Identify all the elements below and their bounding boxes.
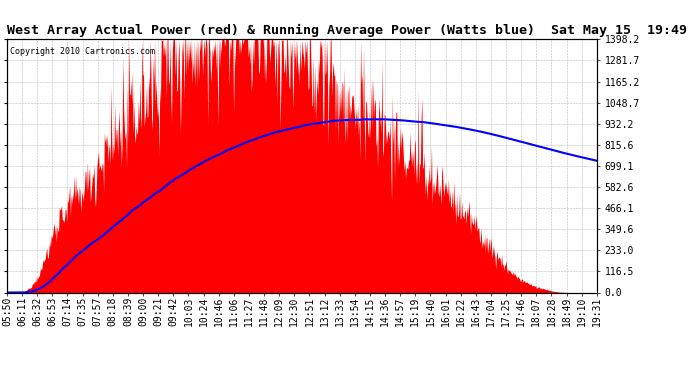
Text: 17:46: 17:46: [516, 296, 526, 326]
Text: 13:54: 13:54: [350, 296, 359, 326]
Text: 12:51: 12:51: [304, 296, 315, 326]
Text: 06:53: 06:53: [48, 296, 57, 326]
Text: 11:48: 11:48: [259, 296, 269, 326]
Text: 10:46: 10:46: [214, 296, 224, 326]
Text: 15:40: 15:40: [426, 296, 435, 326]
Text: 13:33: 13:33: [335, 296, 345, 326]
Text: 09:21: 09:21: [153, 296, 163, 326]
Text: 18:28: 18:28: [546, 296, 556, 326]
Text: 18:07: 18:07: [531, 296, 542, 326]
Text: 17:04: 17:04: [486, 296, 496, 326]
Text: 09:42: 09:42: [168, 296, 178, 326]
Text: 08:18: 08:18: [108, 296, 118, 326]
Text: 12:30: 12:30: [289, 296, 299, 326]
Text: 05:50: 05:50: [2, 296, 12, 326]
Text: 14:15: 14:15: [365, 296, 375, 326]
Text: 07:57: 07:57: [92, 296, 103, 326]
Text: 09:00: 09:00: [138, 296, 148, 326]
Text: 12:09: 12:09: [274, 296, 284, 326]
Text: 11:27: 11:27: [244, 296, 254, 326]
Text: 16:43: 16:43: [471, 296, 481, 326]
Text: 07:14: 07:14: [62, 296, 72, 326]
Text: 13:12: 13:12: [319, 296, 330, 326]
Text: 18:49: 18:49: [562, 296, 571, 326]
Text: 19:31: 19:31: [592, 296, 602, 326]
Text: Copyright 2010 Cartronics.com: Copyright 2010 Cartronics.com: [10, 47, 155, 56]
Text: West Array Actual Power (red) & Running Average Power (Watts blue)  Sat May 15  : West Array Actual Power (red) & Running …: [7, 24, 687, 37]
Text: 16:22: 16:22: [455, 296, 466, 326]
Text: 14:36: 14:36: [380, 296, 390, 326]
Text: 11:06: 11:06: [229, 296, 239, 326]
Text: 08:39: 08:39: [123, 296, 133, 326]
Text: 16:01: 16:01: [441, 296, 451, 326]
Text: 07:35: 07:35: [77, 296, 88, 326]
Text: 06:32: 06:32: [32, 296, 42, 326]
Text: 10:24: 10:24: [199, 296, 208, 326]
Text: 14:57: 14:57: [395, 296, 405, 326]
Text: 19:10: 19:10: [577, 296, 586, 326]
Text: 06:11: 06:11: [17, 296, 27, 326]
Text: 10:03: 10:03: [184, 296, 193, 326]
Text: 15:19: 15:19: [411, 296, 420, 326]
Text: 17:25: 17:25: [501, 296, 511, 326]
